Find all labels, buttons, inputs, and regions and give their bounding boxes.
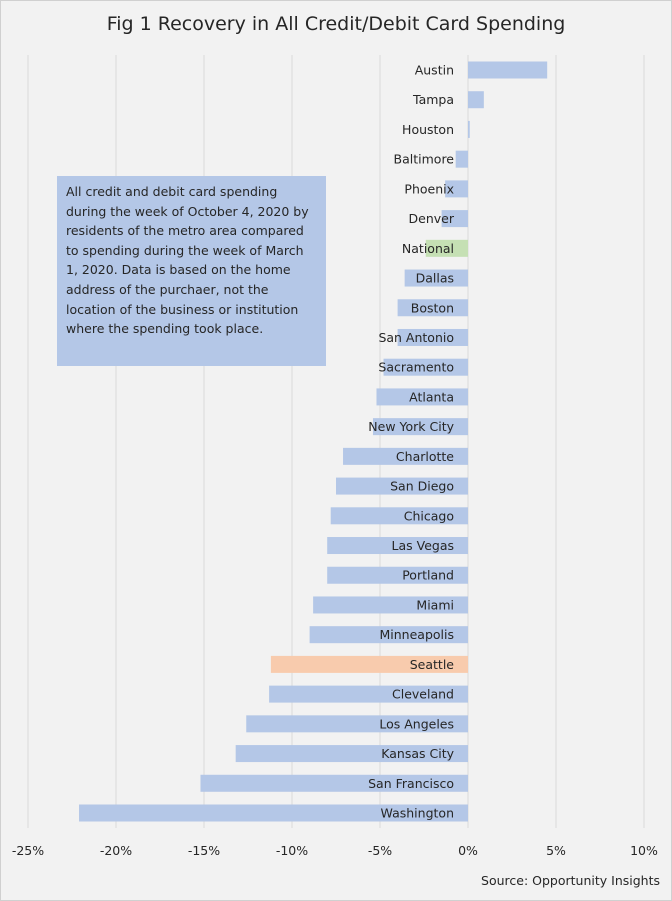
x-tick-label: -25% [12, 843, 44, 858]
category-label: San Francisco [368, 776, 454, 791]
category-label: Tampa [412, 92, 454, 107]
source-label: Source: Opportunity Insights [481, 873, 660, 888]
bar [327, 537, 468, 555]
bar [330, 507, 468, 525]
annotation-box: All credit and debit card spending durin… [57, 176, 326, 366]
x-tick-label: 5% [546, 843, 566, 858]
bar [343, 447, 468, 465]
bar [397, 328, 468, 346]
bar [468, 120, 470, 138]
bar [404, 269, 468, 287]
x-tick-label: 0% [458, 843, 478, 858]
category-label: New York City [368, 419, 454, 434]
bar [336, 477, 468, 495]
category-label: National [402, 241, 454, 256]
bar [235, 745, 468, 763]
bar [441, 210, 468, 228]
category-label: Minneapolis [380, 627, 455, 642]
category-label: Charlotte [396, 449, 454, 464]
x-tick-label: 10% [630, 843, 658, 858]
category-label: Seattle [410, 657, 455, 672]
category-label: Phoenix [404, 181, 454, 196]
x-tick-label: -5% [368, 843, 392, 858]
x-tick-label: -20% [100, 843, 132, 858]
bar [269, 685, 468, 703]
bar [309, 626, 468, 644]
category-label: Austin [415, 63, 454, 78]
bar [246, 715, 468, 733]
category-label: Denver [409, 211, 455, 226]
category-label: San Diego [390, 479, 454, 494]
category-label: Las Vegas [392, 538, 455, 553]
bar [468, 61, 548, 79]
bar [79, 804, 468, 822]
category-label: Sacramento [378, 360, 454, 375]
category-label: Atlanta [409, 389, 454, 404]
bar [327, 566, 468, 584]
x-tick-label: -15% [188, 843, 220, 858]
category-label: Boston [411, 300, 454, 315]
chart-title: Fig 1 Recovery in All Credit/Debit Card … [106, 13, 566, 35]
bar [455, 150, 468, 168]
bar [383, 358, 468, 376]
category-label: Washington [381, 806, 454, 821]
bar [376, 388, 468, 406]
category-label: Chicago [404, 508, 454, 523]
bar [372, 418, 468, 436]
category-label: Miami [416, 597, 454, 612]
category-label: Portland [402, 568, 454, 583]
bar [468, 91, 484, 109]
category-label: Houston [402, 122, 454, 137]
x-tick-label: -10% [276, 843, 308, 858]
bar [200, 774, 469, 792]
bar [397, 299, 468, 317]
category-label: San Antonio [378, 330, 454, 345]
bar [270, 655, 468, 673]
bar [445, 180, 468, 198]
category-label: Baltimore [394, 152, 455, 167]
category-label: Los Angeles [379, 716, 454, 731]
bar [425, 239, 468, 257]
bar [313, 596, 468, 614]
category-label: Cleveland [392, 687, 454, 702]
category-label: Dallas [416, 271, 454, 286]
category-label: Kansas City [381, 746, 454, 761]
